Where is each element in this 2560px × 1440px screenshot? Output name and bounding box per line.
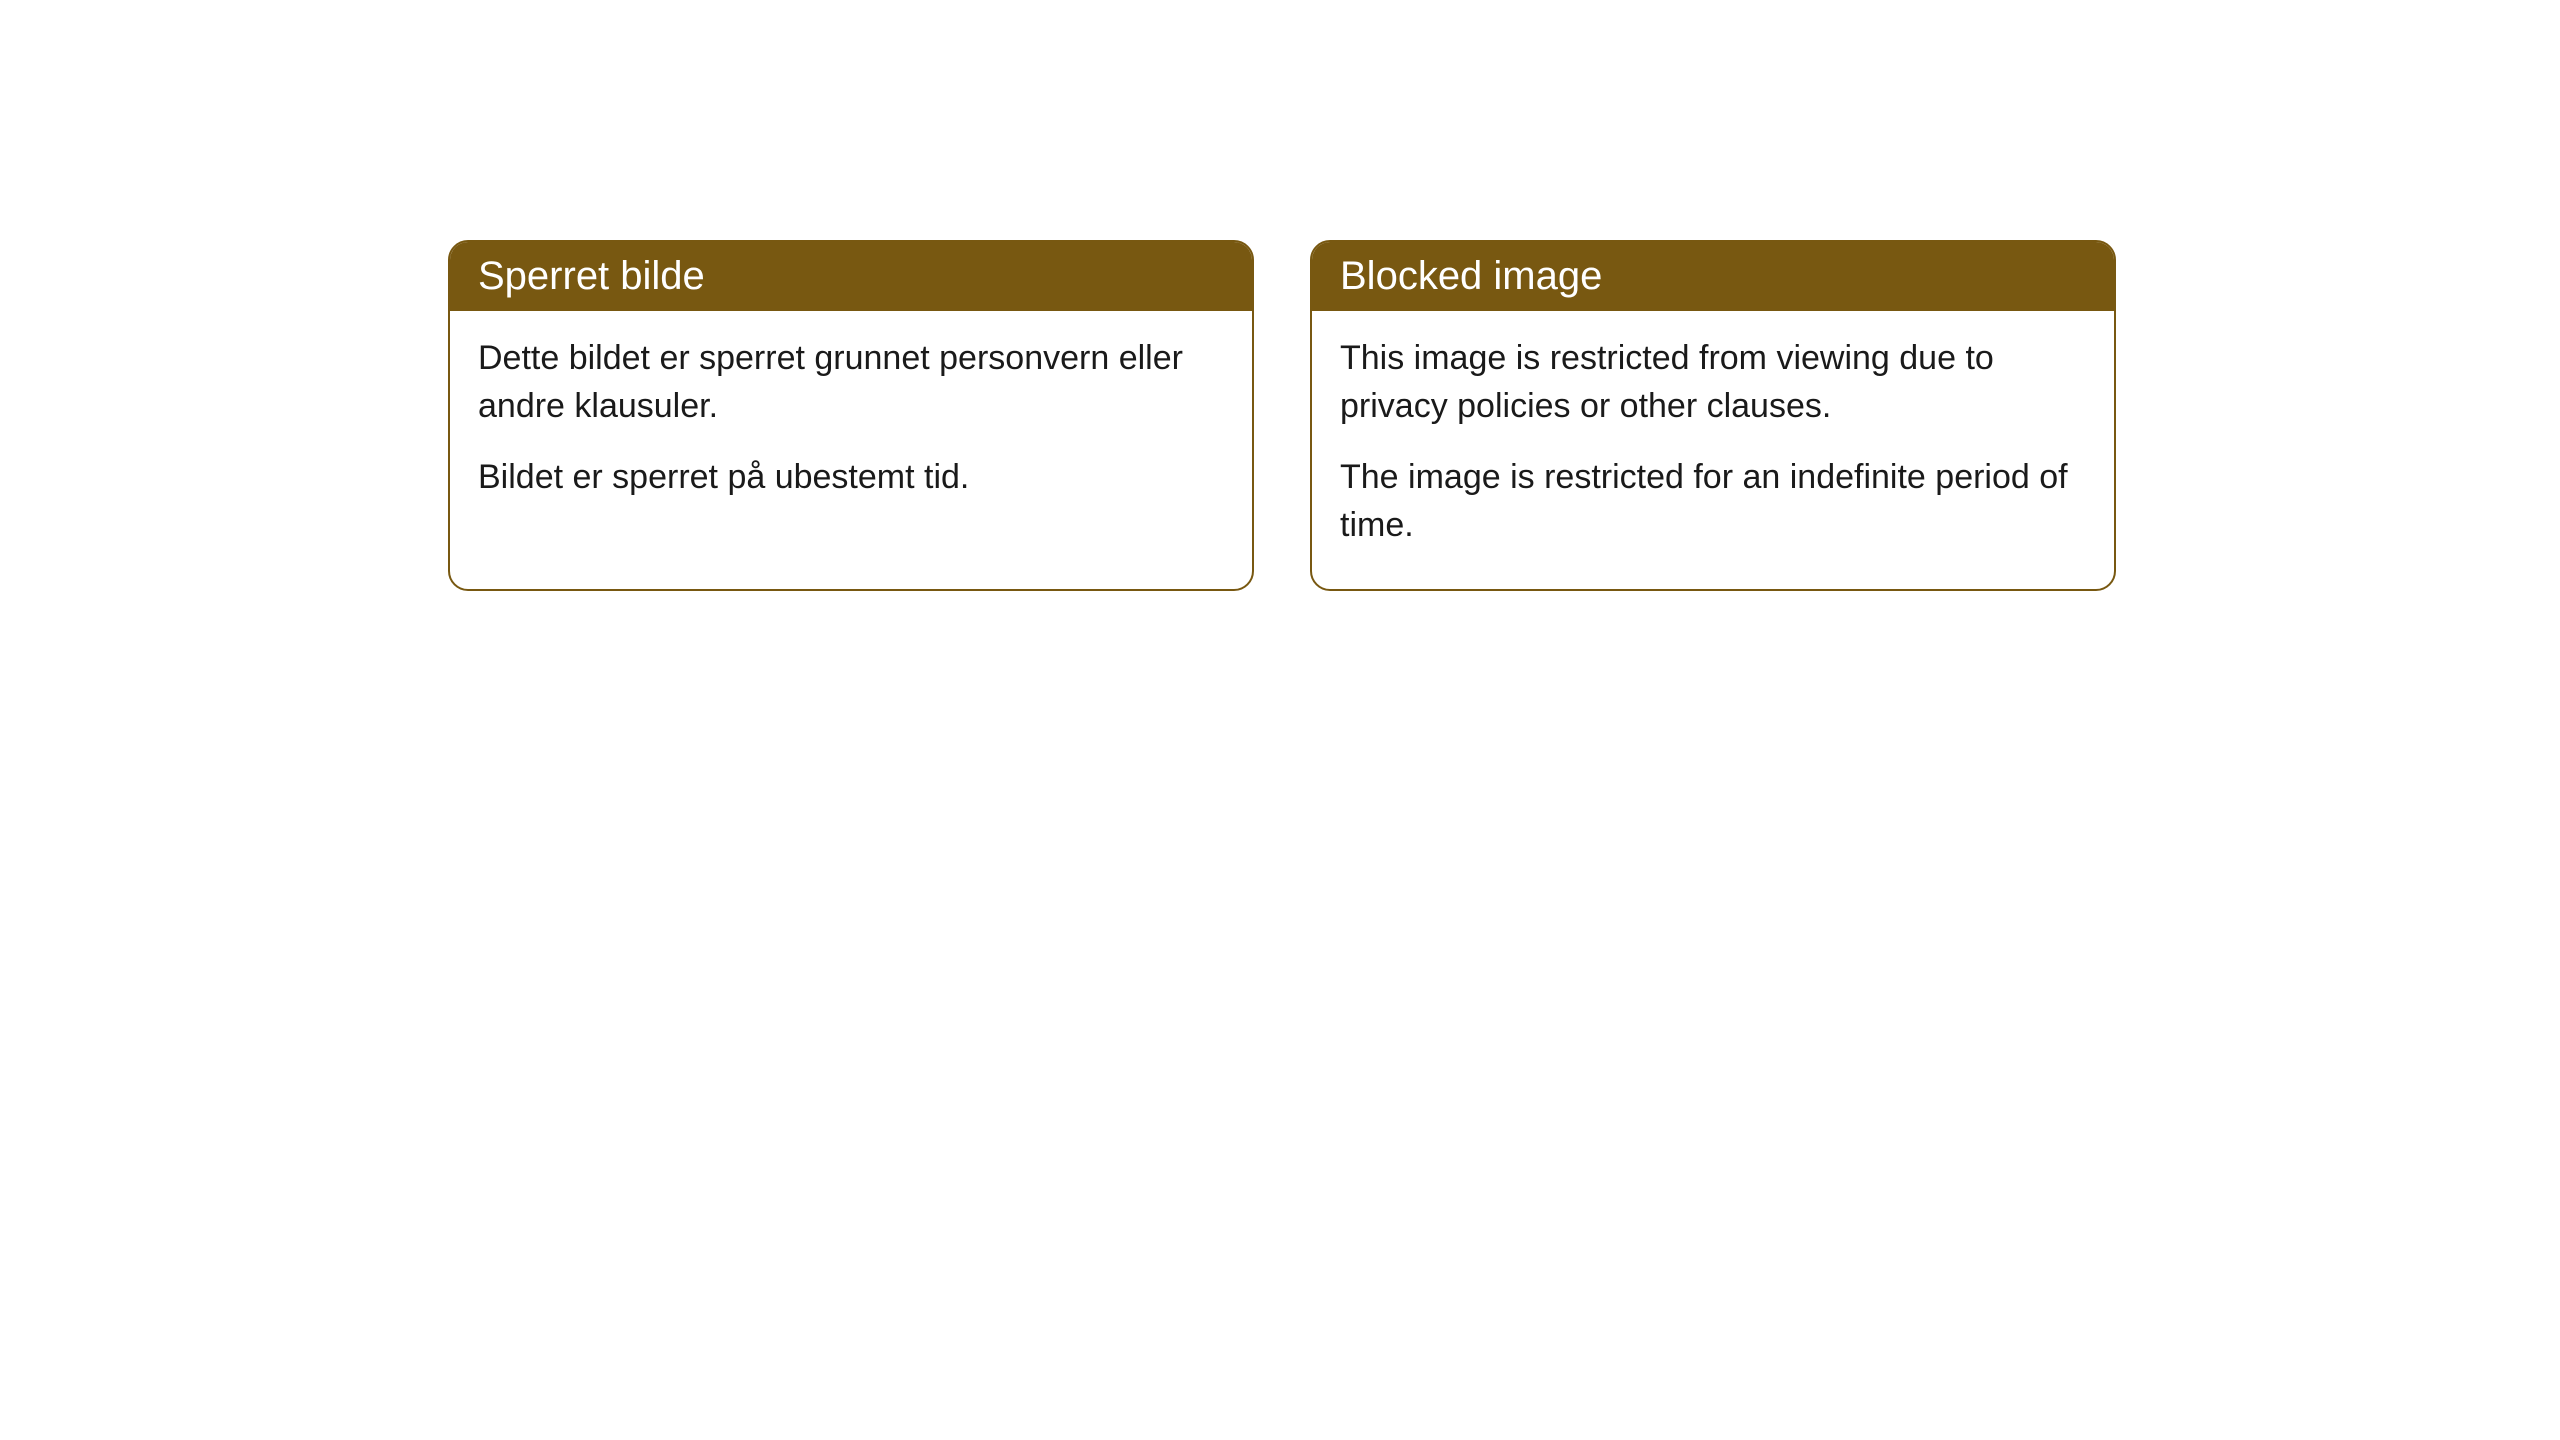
notice-cards-container: Sperret bilde Dette bildet er sperret gr… <box>448 240 2116 591</box>
card-paragraph: The image is restricted for an indefinit… <box>1340 454 2086 549</box>
card-header: Blocked image <box>1312 242 2114 311</box>
blocked-image-card-norwegian: Sperret bilde Dette bildet er sperret gr… <box>448 240 1254 591</box>
card-header: Sperret bilde <box>450 242 1252 311</box>
card-paragraph: Dette bildet er sperret grunnet personve… <box>478 335 1224 430</box>
card-title: Sperret bilde <box>478 254 705 298</box>
card-paragraph: This image is restricted from viewing du… <box>1340 335 2086 430</box>
blocked-image-card-english: Blocked image This image is restricted f… <box>1310 240 2116 591</box>
card-paragraph: Bildet er sperret på ubestemt tid. <box>478 454 1224 502</box>
card-body: Dette bildet er sperret grunnet personve… <box>450 311 1252 542</box>
card-title: Blocked image <box>1340 254 1602 298</box>
card-body: This image is restricted from viewing du… <box>1312 311 2114 589</box>
